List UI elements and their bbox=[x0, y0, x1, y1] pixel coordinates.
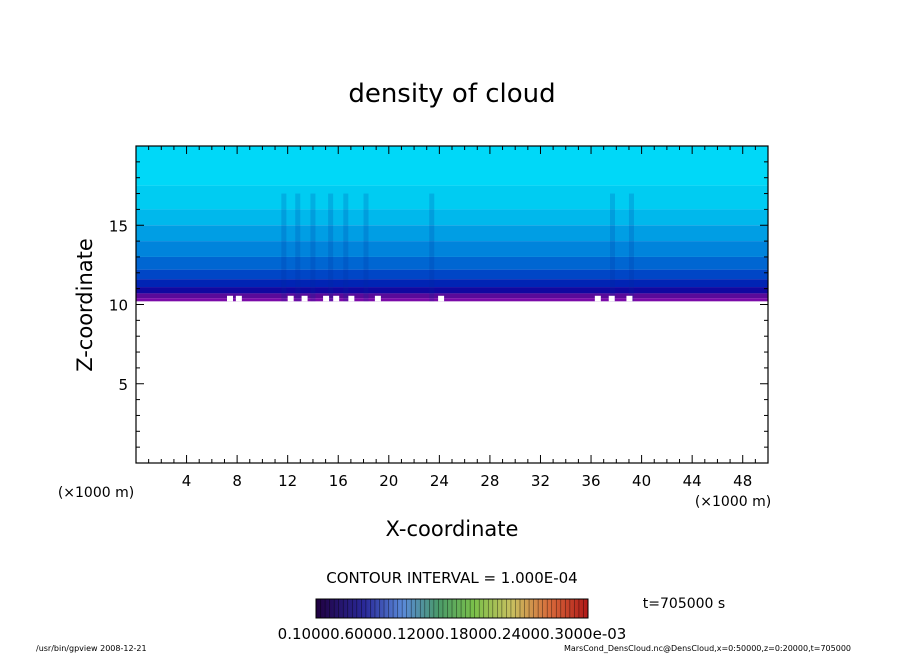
x-tick-label: 44 bbox=[683, 472, 702, 490]
cloud-base-notch-0 bbox=[227, 295, 234, 302]
density-band-2 bbox=[136, 209, 768, 226]
field-streak-8 bbox=[628, 193, 634, 302]
field-streak-7 bbox=[610, 193, 615, 302]
x-unit-right: (×1000 m) bbox=[695, 494, 771, 510]
x-axis-ticks: 4 8 12 16 20 24 28 32 36 40 44 48 bbox=[148, 146, 756, 490]
y-axis-ticks: 5 10 15 bbox=[109, 161, 768, 448]
field-streak-0 bbox=[281, 193, 287, 302]
cloud-base-notch-8 bbox=[438, 295, 445, 302]
cloud-base-notch-11 bbox=[626, 295, 633, 302]
cloud-base-notch-2 bbox=[287, 295, 294, 302]
time-label: t=705000 s bbox=[643, 596, 725, 612]
field-streak-4 bbox=[343, 193, 349, 302]
field-streak-2 bbox=[310, 193, 316, 302]
x-tick-label: 4 bbox=[182, 472, 192, 490]
y-tick-label: 5 bbox=[118, 376, 128, 394]
density-band-10 bbox=[136, 298, 768, 302]
x-tick-label: 8 bbox=[232, 472, 242, 490]
field-streak-5 bbox=[363, 193, 369, 302]
cloud-base-notch-3 bbox=[301, 295, 308, 302]
density-band-4 bbox=[136, 241, 768, 257]
cloud-base-notch-9 bbox=[594, 295, 601, 302]
density-band-8 bbox=[136, 287, 768, 294]
x-unit-left: (×1000 m) bbox=[58, 485, 134, 501]
density-band-3 bbox=[136, 225, 768, 242]
x-tick-label: 48 bbox=[733, 472, 752, 490]
cloud-base-notch-4 bbox=[323, 295, 330, 302]
density-band-1 bbox=[136, 185, 768, 210]
cloud-base-notch-10 bbox=[608, 295, 615, 302]
density-band-0 bbox=[136, 146, 768, 186]
x-tick-label: 16 bbox=[329, 472, 348, 490]
density-band-6 bbox=[136, 269, 768, 280]
cloud-base-notch-6 bbox=[348, 295, 355, 302]
cloud-density-field bbox=[136, 146, 768, 302]
contour-interval-label: CONTOUR INTERVAL = 1.000E-04 bbox=[326, 569, 577, 587]
cloud-base-notch-5 bbox=[333, 295, 340, 302]
field-streak-1 bbox=[295, 193, 301, 302]
x-tick-label: 12 bbox=[278, 472, 297, 490]
cloud-base-notch-7 bbox=[374, 295, 381, 302]
field-streak-6 bbox=[429, 193, 435, 302]
y-axis-label: Z-coordinate bbox=[73, 238, 97, 372]
density-band-5 bbox=[136, 256, 768, 270]
field-streak-3 bbox=[328, 193, 334, 302]
x-tick-label: 28 bbox=[480, 472, 499, 490]
y-tick-label: 15 bbox=[109, 217, 128, 235]
y-tick-label: 10 bbox=[109, 297, 128, 315]
x-axis-label: X-coordinate bbox=[386, 517, 519, 541]
colorbar-tick-labels: 0.10000.60000.12000.18000.24000.3000e-03 bbox=[278, 625, 627, 643]
x-tick-label: 20 bbox=[379, 472, 398, 490]
footer-left: /usr/bin/gpview 2008-12-21 bbox=[36, 644, 147, 653]
colorbar-level-lines bbox=[320, 599, 584, 618]
density-band-7 bbox=[136, 279, 768, 288]
density-band-9 bbox=[136, 293, 768, 299]
x-tick-label: 40 bbox=[632, 472, 651, 490]
x-tick-label: 32 bbox=[531, 472, 550, 490]
footer-right: MarsCond_DensCloud.nc@DensCloud,x=0:5000… bbox=[564, 644, 851, 653]
chart-title: density of cloud bbox=[348, 79, 555, 109]
x-tick-label: 36 bbox=[581, 472, 600, 490]
cloud-base-notch-1 bbox=[235, 295, 242, 302]
x-tick-label: 24 bbox=[430, 472, 449, 490]
